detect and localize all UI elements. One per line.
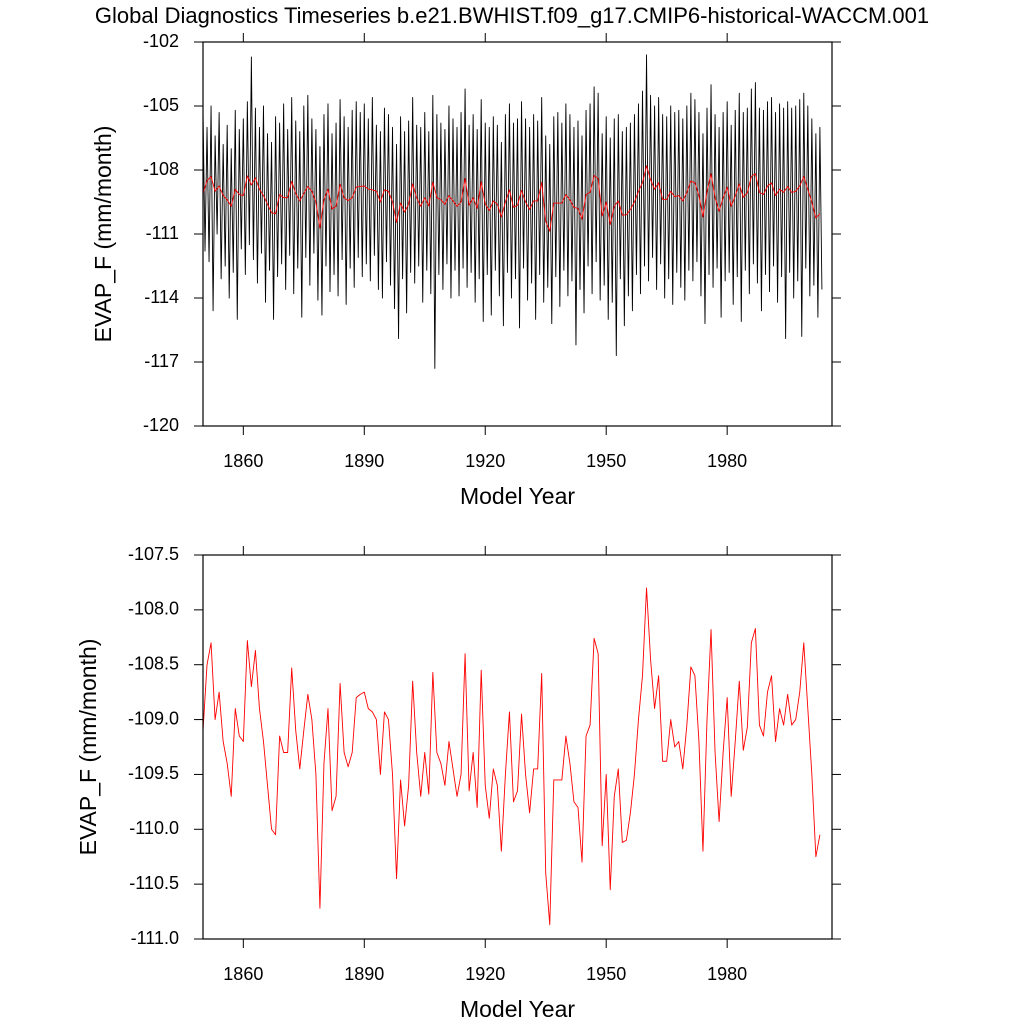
y-tick-label: -111	[146, 223, 179, 243]
x-tick-label: 1860	[223, 964, 263, 984]
plot-frame	[202, 41, 833, 427]
y-tick-label: -108.5	[128, 653, 179, 673]
y-tick-label: -110.5	[129, 873, 179, 893]
x-axis-label: Model Year	[460, 483, 575, 509]
x-tick-label: 1860	[223, 451, 263, 471]
y-tick-label: -109.0	[128, 708, 179, 728]
y-tick-label: -108.0	[128, 599, 179, 619]
chart-title: Global Diagnostics Timeseries b.e21.BWHI…	[95, 3, 929, 28]
y-tick-label: -120	[143, 415, 179, 435]
x-tick-label: 1920	[465, 964, 505, 984]
series-line	[202, 54, 823, 369]
y-axis-label: EVAP_F (mm/month)	[90, 126, 116, 343]
y-tick-label: -105	[143, 95, 179, 115]
series-line	[202, 587, 821, 926]
x-tick-label: 1890	[344, 964, 384, 984]
plot-frame	[202, 554, 833, 940]
y-axis-label: EVAP_F (mm/month)	[75, 639, 101, 856]
x-tick-label: 1980	[707, 964, 747, 984]
x-axis-label: Model Year	[460, 996, 575, 1022]
y-tick-label: -111.0	[131, 928, 179, 948]
y-tick-label: -117	[144, 351, 179, 371]
x-tick-label: 1920	[465, 451, 505, 471]
y-tick-label: -109.5	[128, 763, 179, 783]
x-tick-label: 1980	[707, 451, 747, 471]
y-tick-label: -107.5	[128, 544, 179, 564]
x-tick-label: 1890	[344, 451, 384, 471]
y-tick-label: -114	[144, 287, 179, 307]
y-tick-label: -102	[143, 31, 179, 51]
x-tick-label: 1950	[586, 964, 626, 984]
series-line	[202, 165, 821, 232]
x-tick-label: 1950	[586, 451, 626, 471]
y-tick-label: -108	[143, 159, 179, 179]
y-tick-label: -110.0	[129, 818, 179, 838]
